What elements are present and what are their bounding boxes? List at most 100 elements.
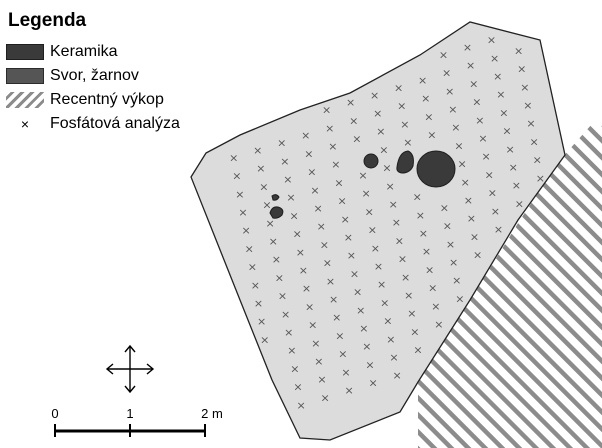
phosphate-sample-marker: × xyxy=(289,209,298,222)
scale-label-0: 0 xyxy=(51,406,58,421)
phosphate-sample-marker: × xyxy=(323,257,332,270)
phosphate-sample-marker: × xyxy=(529,135,538,148)
phosphate-sample-marker: × xyxy=(392,369,401,382)
phosphate-sample-marker: × xyxy=(335,329,344,342)
phosphate-sample-marker: × xyxy=(331,158,340,171)
phosphate-sample-marker: × xyxy=(449,256,458,269)
phosphate-sample-marker: × xyxy=(346,96,355,109)
phosphate-sample-marker: × xyxy=(494,223,503,236)
legend-label-ceramic: Keramika xyxy=(50,43,118,60)
phosphate-sample-marker: × xyxy=(439,48,448,61)
phosphate-sample-marker: × xyxy=(515,197,524,210)
phosphate-sample-marker: × xyxy=(229,151,238,164)
phosphate-sample-marker: × xyxy=(299,264,308,277)
phosphate-sample-marker: × xyxy=(379,143,388,156)
phosphate-sample-marker: × xyxy=(311,337,320,350)
phosphate-sample-marker: × xyxy=(404,289,413,302)
phosphate-sample-marker: × xyxy=(395,234,404,247)
phosphate-sample-marker: × xyxy=(493,70,502,83)
phosphate-sample-marker: × xyxy=(257,315,266,328)
phosphate-sample-marker: × xyxy=(469,77,478,90)
phosphate-sample-marker: × xyxy=(283,173,292,186)
phosphate-sample-marker: × xyxy=(361,187,370,200)
phosphate-sample-marker: × xyxy=(373,107,382,120)
phosphate-sample-marker: × xyxy=(235,188,244,201)
phosphate-sample-marker: × xyxy=(509,161,518,174)
phosphate-sample-marker: × xyxy=(398,253,407,266)
find-fragment-2 xyxy=(271,194,280,201)
phosphate-sample-marker: × xyxy=(386,333,395,346)
phosphate-sample-marker: × xyxy=(275,271,284,284)
phosphate-sample-marker: × xyxy=(278,290,287,303)
phosphate-sample-marker: × xyxy=(352,133,361,146)
phosphate-sample-marker: × xyxy=(533,154,542,167)
phosphate-sample-marker: × xyxy=(362,340,371,353)
phosphate-sample-marker: × xyxy=(328,140,337,153)
phosphate-sample-marker: × xyxy=(466,59,475,72)
phosphate-sample-marker: × xyxy=(370,89,379,102)
phosphate-sample-marker: × xyxy=(467,212,476,225)
phosphate-sample-marker: × xyxy=(353,286,362,299)
phosphate-sample-marker: × xyxy=(296,246,305,259)
phosphate-sample-marker: × xyxy=(454,139,463,152)
phosphate-sample-marker: × xyxy=(382,162,391,175)
phosphate-sample-marker: × xyxy=(410,325,419,338)
phosphate-sample-marker: × xyxy=(341,213,350,226)
scale-label-1: 1 xyxy=(126,406,133,421)
phosphate-sample-marker: × xyxy=(523,99,532,112)
phosphate-sample-marker: × xyxy=(424,110,433,123)
phosphate-sample-marker: × xyxy=(368,224,377,237)
phosphate-sample-marker: × xyxy=(491,205,500,218)
phosphate-sample-marker: × xyxy=(442,67,451,80)
phosphate-sample-marker: × xyxy=(464,194,473,207)
phosphate-sample-marker: × xyxy=(397,100,406,113)
phosphate-sample-marker: × xyxy=(304,147,313,160)
dark-fill-swatch-icon xyxy=(6,44,44,60)
phosphate-sample-marker: × xyxy=(281,308,290,321)
legend-item-excavation: Recentný výkop xyxy=(6,88,180,112)
phosphate-sample-marker: × xyxy=(431,300,440,313)
legend-label-excavation: Recentný výkop xyxy=(50,91,164,108)
phosphate-sample-marker: × xyxy=(389,351,398,364)
phosphate-sample-marker: × xyxy=(452,274,461,287)
phosphate-sample-marker: × xyxy=(392,216,401,229)
phosphate-sample-marker: × xyxy=(514,44,523,57)
phosphate-sample-marker: × xyxy=(332,311,341,324)
phosphate-sample-marker: × xyxy=(374,260,383,273)
phosphate-sample-marker: × xyxy=(425,263,434,276)
phosphate-sample-marker: × xyxy=(496,88,505,101)
phosphate-sample-marker: × xyxy=(422,245,431,258)
ceramic-finds xyxy=(269,150,456,219)
phosphate-sample-marker: × xyxy=(455,292,464,305)
legend-title: Legenda xyxy=(8,10,87,31)
phosphate-sample-marker: × xyxy=(337,195,346,208)
phosphate-sample-marker: × xyxy=(428,282,437,295)
excavation-area xyxy=(190,21,566,441)
phosphate-sample-marker: × xyxy=(248,261,257,274)
phosphate-sample-marker: × xyxy=(490,52,499,65)
legend-item-phosphate: × Fosfátová analýza xyxy=(6,112,180,136)
phosphate-sample-marker: × xyxy=(314,355,323,368)
dark-fill-swatch-icon xyxy=(6,68,44,84)
phosphate-sample-marker: × xyxy=(269,235,278,248)
phosphate-sample-marker: × xyxy=(260,333,269,346)
phosphate-sample-marker: × xyxy=(376,125,385,138)
find-small xyxy=(363,153,379,169)
map-legend: Legenda Keramika Svor, žarnov Recentný v… xyxy=(6,10,180,136)
phosphate-sample-marker: × xyxy=(307,166,316,179)
phosphate-sample-marker: × xyxy=(461,176,470,189)
phosphate-sample-marker: × xyxy=(329,293,338,306)
phosphate-sample-marker: × xyxy=(293,228,302,241)
phosphate-sample-marker: × xyxy=(419,227,428,240)
phosphate-sample-marker: × xyxy=(481,150,490,163)
phosphate-sample-marker: × xyxy=(349,114,358,127)
phosphate-sample-points: × × × × × × × × × × × × × × × × × × × × × × × × × × × × × × × × × × × × × × × ×… xyxy=(229,34,545,412)
phosphate-sample-marker: × xyxy=(232,170,241,183)
phosphate-sample-marker: × xyxy=(448,103,457,116)
legend-label-stone: Svor, žarnov xyxy=(50,67,139,84)
phosphate-sample-marker: × xyxy=(407,307,416,320)
phosphate-sample-marker: × xyxy=(277,137,286,150)
phosphate-sample-marker: × xyxy=(413,344,422,357)
phosphate-sample-marker: × xyxy=(512,179,521,192)
